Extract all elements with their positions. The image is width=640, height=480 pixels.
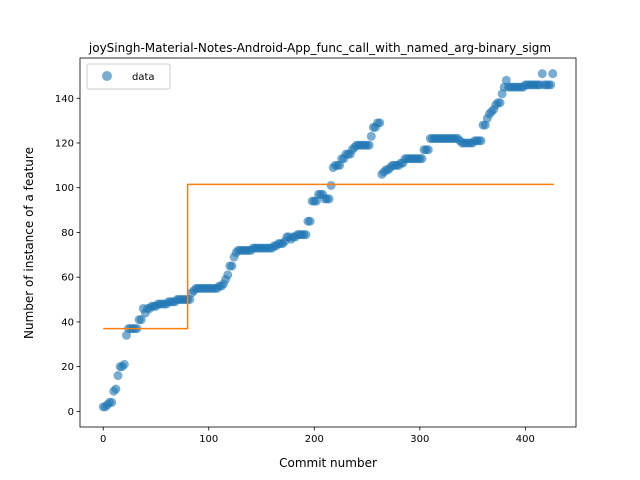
data-point — [111, 384, 121, 394]
y-tick-label: 20 — [61, 362, 74, 373]
data-point — [119, 359, 129, 369]
data-point — [301, 230, 311, 240]
axes: 0 100 200 300 400 0 20 40 60 80 100 120 140 — [55, 57, 577, 445]
data-point — [546, 80, 556, 90]
legend-marker-icon — [102, 71, 112, 81]
data-point — [548, 69, 558, 79]
plot-area — [98, 69, 558, 412]
x-tick-label: 100 — [199, 434, 218, 445]
data-point — [227, 261, 237, 271]
data-point — [324, 194, 334, 204]
data-point — [366, 131, 376, 141]
data-point — [417, 154, 427, 164]
x-tick-label: 200 — [305, 434, 324, 445]
y-tick-label: 80 — [61, 228, 74, 239]
legend: data — [86, 63, 171, 90]
legend-label-data: data — [132, 72, 155, 83]
data-point — [305, 216, 315, 226]
y-tick-label: 60 — [61, 273, 74, 284]
y-tick-label: 40 — [61, 317, 74, 328]
data-point — [326, 180, 336, 190]
y-tick-label: 100 — [55, 183, 74, 194]
x-axis-label: Commit number — [279, 456, 377, 470]
axes-frame — [79, 57, 577, 428]
data-point — [136, 315, 146, 325]
data-point — [537, 69, 547, 79]
data-point — [364, 140, 374, 150]
fit-step-line — [103, 183, 554, 330]
data-point — [495, 98, 505, 108]
data-point — [223, 270, 233, 280]
data-point — [476, 136, 486, 146]
y-tick-label: 120 — [55, 138, 74, 149]
y-axis-label: Number of instance of a feature — [22, 147, 36, 339]
x-tick-label: 0 — [100, 434, 106, 445]
x-tick-label: 400 — [516, 434, 535, 445]
y-tick-label: 140 — [55, 94, 74, 105]
legend-frame — [86, 63, 171, 90]
data-point — [423, 145, 433, 155]
x-tick-label: 300 — [410, 434, 429, 445]
y-tick-label: 0 — [68, 407, 74, 418]
data-point — [375, 118, 385, 128]
chart-title: joySingh-Material-Notes-Android-App_func… — [88, 41, 551, 55]
data-point — [107, 397, 117, 407]
data-point — [113, 371, 123, 381]
